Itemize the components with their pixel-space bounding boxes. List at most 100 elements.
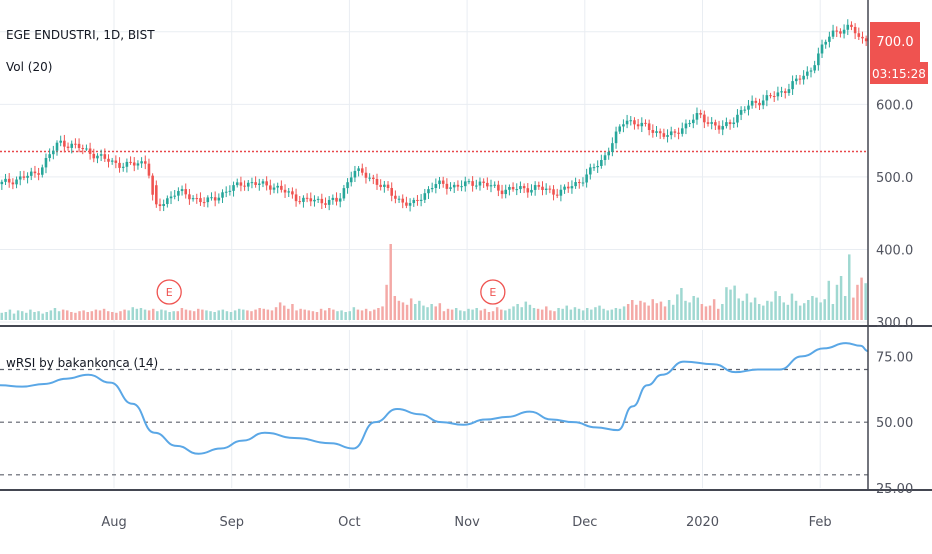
candle-body[interactable] — [7, 178, 11, 183]
candle-body[interactable] — [298, 201, 302, 203]
candle-body[interactable] — [581, 182, 585, 184]
candle-layer[interactable] — [0, 19, 868, 212]
candle-body[interactable] — [162, 204, 165, 207]
candle-body[interactable] — [765, 95, 769, 101]
candle-body[interactable] — [640, 122, 644, 127]
candle-body[interactable] — [853, 26, 857, 34]
candle-body[interactable] — [430, 188, 434, 190]
candle-body[interactable] — [622, 124, 625, 127]
candle-body[interactable] — [129, 161, 132, 163]
earnings-marker[interactable] — [480, 279, 506, 305]
candle-body[interactable] — [74, 143, 77, 145]
candle-body[interactable] — [416, 199, 419, 201]
candle-body[interactable] — [342, 188, 346, 199]
candle-body[interactable] — [132, 162, 136, 166]
candle-body[interactable] — [52, 150, 55, 155]
candle-body[interactable] — [434, 184, 438, 189]
candle-body[interactable] — [269, 185, 272, 190]
candle-body[interactable] — [419, 199, 423, 201]
candle-body[interactable] — [732, 122, 736, 125]
candle-body[interactable] — [63, 140, 66, 147]
candle-body[interactable] — [798, 78, 802, 80]
candle-body[interactable] — [151, 175, 154, 195]
candle-body[interactable] — [618, 126, 622, 132]
candle-body[interactable] — [66, 146, 70, 148]
rsi-series-line[interactable] — [0, 342, 869, 455]
candle-body[interactable] — [331, 197, 335, 200]
candle-body[interactable] — [143, 161, 147, 164]
candle-body[interactable] — [254, 182, 257, 185]
candle-body[interactable] — [743, 109, 747, 111]
candle-body[interactable] — [96, 155, 99, 159]
candle-body[interactable] — [4, 178, 7, 182]
candle-body[interactable] — [81, 148, 85, 150]
candle-body[interactable] — [438, 180, 441, 185]
candle-body[interactable] — [647, 123, 651, 131]
candle-body[interactable] — [548, 188, 552, 190]
candle-body[interactable] — [383, 184, 386, 187]
candle-body[interactable] — [191, 198, 195, 200]
candle-body[interactable] — [55, 142, 59, 151]
candle-body[interactable] — [508, 186, 511, 190]
candle-body[interactable] — [327, 199, 331, 205]
candle-body[interactable] — [864, 38, 868, 42]
candle-body[interactable] — [346, 182, 349, 189]
candle-body[interactable] — [585, 174, 588, 183]
candle-body[interactable] — [611, 143, 614, 152]
candle-body[interactable] — [500, 190, 504, 195]
candle-body[interactable] — [195, 198, 199, 200]
candle-body[interactable] — [673, 131, 677, 133]
candle-body[interactable] — [831, 30, 835, 37]
candle-body[interactable] — [335, 197, 338, 202]
candle-body[interactable] — [600, 160, 603, 166]
candle-body[interactable] — [813, 65, 816, 71]
candle-body[interactable] — [158, 204, 162, 207]
candle-body[interactable] — [408, 203, 412, 206]
candle-body[interactable] — [99, 154, 103, 156]
candle-body[interactable] — [592, 167, 596, 169]
candle-body[interactable] — [486, 182, 489, 187]
candle-body[interactable] — [338, 198, 342, 202]
candle-body[interactable] — [283, 189, 287, 193]
candle-body[interactable] — [839, 31, 842, 34]
candle-body[interactable] — [213, 197, 217, 201]
candle-body[interactable] — [467, 181, 471, 183]
candle-body[interactable] — [780, 91, 783, 93]
candle-body[interactable] — [655, 131, 658, 133]
candle-body[interactable] — [243, 185, 246, 187]
candle-body[interactable] — [11, 182, 15, 185]
candle-body[interactable] — [802, 75, 805, 80]
candle-body[interactable] — [287, 191, 291, 193]
candle-body[interactable] — [820, 44, 824, 54]
candle-body[interactable] — [555, 194, 559, 196]
candle-body[interactable] — [475, 185, 478, 187]
candle-body[interactable] — [18, 176, 22, 180]
candle-body[interactable] — [515, 189, 519, 191]
candle-body[interactable] — [739, 110, 743, 115]
rsi-indicator-title[interactable]: wRSI by bakankonca (14) — [6, 356, 159, 370]
candle-body[interactable] — [783, 91, 787, 94]
candle-body[interactable] — [199, 198, 202, 203]
candle-body[interactable] — [522, 186, 526, 189]
candle-body[interactable] — [776, 92, 780, 97]
candle-body[interactable] — [15, 179, 18, 185]
candle-body[interactable] — [239, 182, 243, 186]
candle-body[interactable] — [394, 195, 397, 199]
candle-body[interactable] — [824, 41, 827, 45]
candle-body[interactable] — [180, 189, 184, 192]
axis-layer[interactable]: 300.0 400.0 500.0 600.0 25.00 50.00 75.00 Aug Se… — [0, 0, 932, 530]
candle-body[interactable] — [710, 122, 713, 124]
candle-body[interactable] — [136, 163, 140, 166]
candle-body[interactable] — [140, 161, 143, 164]
candle-body[interactable] — [677, 132, 680, 134]
candle-body[interactable] — [177, 191, 180, 196]
candle-body[interactable] — [769, 95, 772, 97]
candle-body[interactable] — [217, 197, 221, 201]
candle-body[interactable] — [33, 171, 37, 174]
candle-body[interactable] — [379, 184, 382, 187]
candle-body[interactable] — [324, 203, 327, 205]
candle-body[interactable] — [302, 197, 305, 202]
candle-body[interactable] — [48, 154, 51, 158]
